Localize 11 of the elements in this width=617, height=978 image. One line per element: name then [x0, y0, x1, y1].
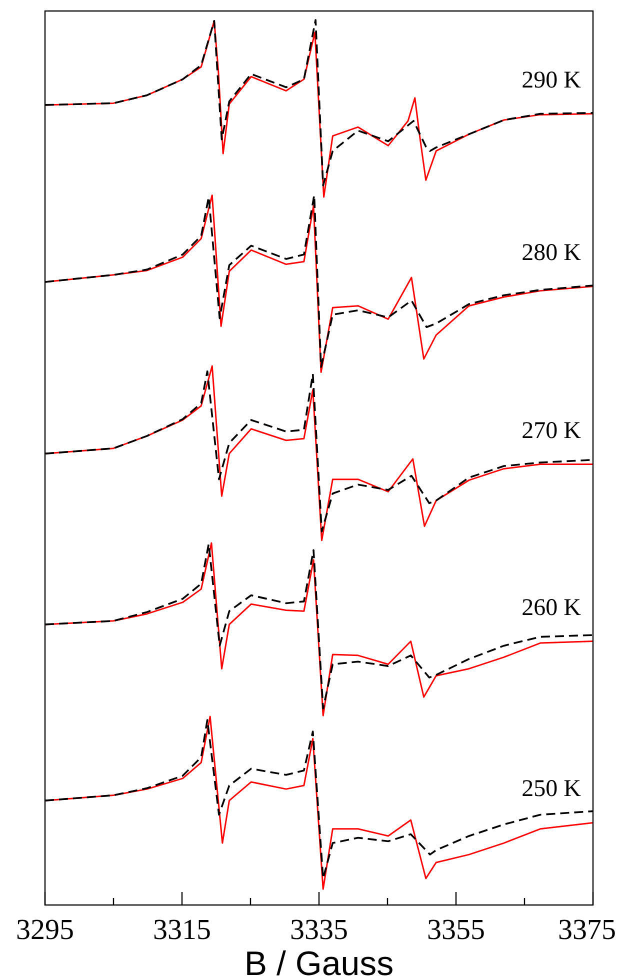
annotation: 260 K — [522, 594, 582, 621]
x-tick-label: 3355 — [427, 914, 485, 946]
annotation: 280 K — [522, 240, 582, 266]
annotation: 250 K — [522, 776, 582, 802]
annotation: 290 K — [522, 67, 582, 94]
x-tick-label: 3315 — [153, 914, 211, 946]
x-tick-label: 3375 — [558, 914, 616, 946]
x-axis-title: B / Gauss — [244, 945, 394, 978]
x-tick-label: 3295 — [16, 914, 74, 946]
annotation: 270 K — [522, 418, 582, 444]
x-tick-label: 3335 — [290, 914, 348, 946]
